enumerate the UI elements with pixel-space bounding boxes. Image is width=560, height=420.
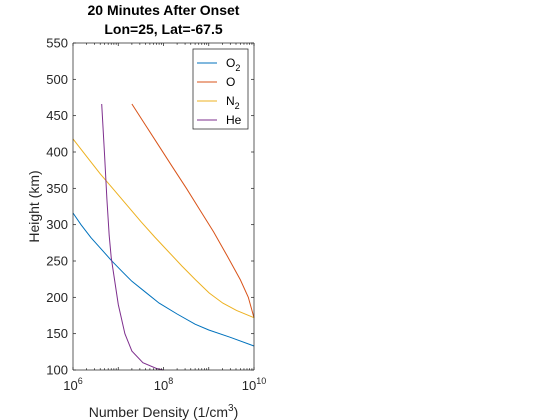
series-line-3 <box>72 138 255 319</box>
y-tick-label: 450 <box>46 108 68 123</box>
legend: O2 O N2 He <box>192 48 249 130</box>
chart-title-line-1: 20 Minutes After Onset <box>88 2 240 18</box>
tick-layer: 100 150 200 250 300 350 400 450 500 550 106 108 1010 <box>46 36 266 394</box>
x-axis-title-sup: 3 <box>228 403 234 414</box>
legend-items: O2 O N2 He <box>197 56 242 127</box>
y-tick-label: 350 <box>46 181 68 196</box>
x-axis-title: Number Density (1/cm3) <box>89 403 239 420</box>
x-tick-label: 1010 <box>242 376 266 393</box>
x-tick-label: 108 <box>154 376 173 393</box>
x-axis-title-end: ) <box>234 404 239 420</box>
y-axis-title: Height (km) <box>26 170 42 242</box>
legend-label-1: O2 <box>226 56 240 73</box>
y-tick-label: 150 <box>46 326 68 341</box>
y-tick-label: 100 <box>46 363 68 378</box>
legend-label-4: He <box>226 113 242 127</box>
y-tick-label: 300 <box>46 217 68 232</box>
series-layer <box>72 103 255 371</box>
y-tick-label: 400 <box>46 145 68 160</box>
series-line-4 <box>101 103 164 371</box>
y-tick-label: 500 <box>46 72 68 87</box>
y-tick-label: 200 <box>46 290 68 305</box>
legend-box <box>192 48 249 130</box>
legend-label-3: N2 <box>226 94 240 111</box>
y-tick-label: 550 <box>46 36 68 51</box>
x-tick-label: 106 <box>63 376 82 393</box>
x-axis-title-base: Number Density (1/cm <box>89 404 228 420</box>
series-line-1 <box>72 212 255 347</box>
legend-label-2: O <box>226 75 235 89</box>
chart-title-line-2: Lon=25, Lat=-67.5 <box>104 21 222 37</box>
y-tick-label: 250 <box>46 254 68 269</box>
series-line-2 <box>131 103 255 318</box>
